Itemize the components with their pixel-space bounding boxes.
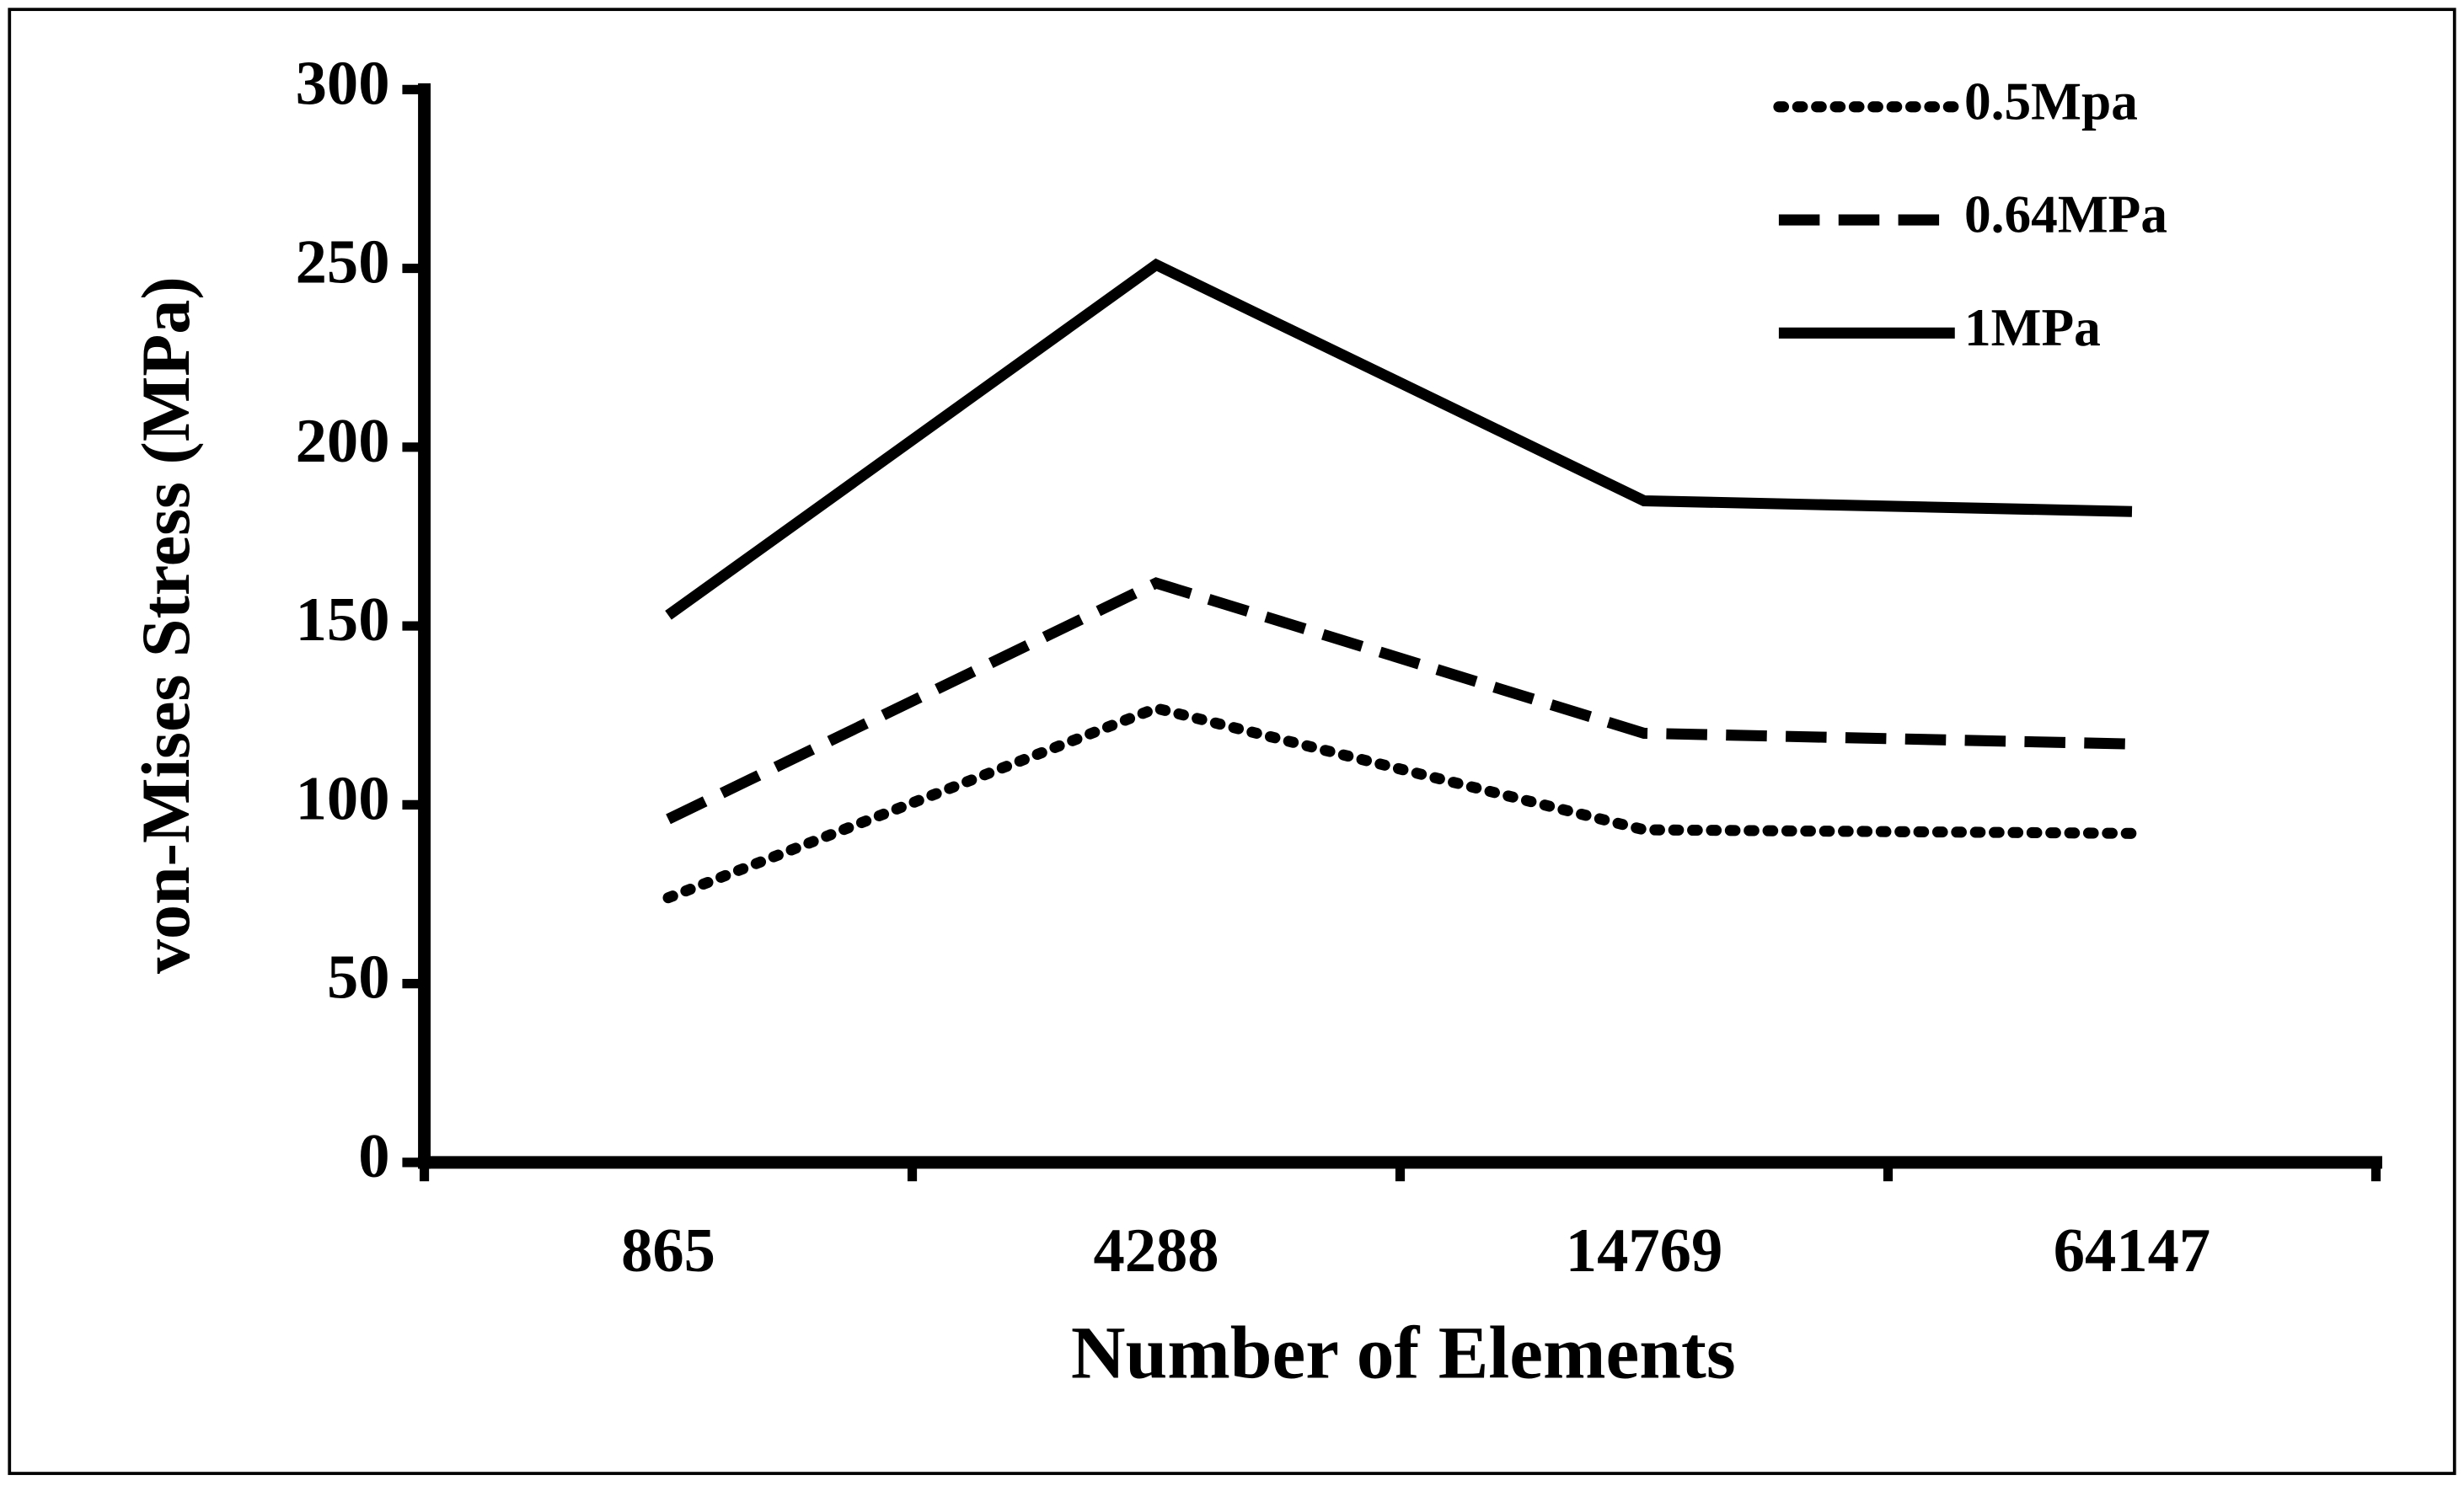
x-tick-label: 865 [621, 1216, 715, 1286]
legend-label: 0.64MPa [1964, 185, 2167, 244]
y-tick-label: 100 [296, 764, 390, 833]
x-tick-label: 64147 [2054, 1216, 2210, 1286]
series-line [662, 702, 2138, 904]
legend-label: 1MPa [1964, 298, 2101, 357]
y-tick-label: 200 [296, 407, 390, 476]
y-axis-label: von-Mises Stress (MPa) [127, 276, 204, 974]
series-line [665, 258, 2133, 620]
series-line [666, 577, 2133, 825]
y-tick-label: 150 [296, 585, 390, 655]
y-tick-label: 300 [296, 49, 390, 118]
x-axis-label: Number of Elements [1071, 1311, 1736, 1394]
y-tick-label: 250 [296, 228, 390, 297]
x-tick-label: 14769 [1566, 1216, 1722, 1286]
x-tick-label: 4288 [1093, 1216, 1219, 1286]
y-tick-label: 0 [358, 1122, 389, 1191]
y-tick-label: 50 [327, 943, 390, 1013]
legend-label: 0.5Mpa [1964, 72, 2138, 131]
